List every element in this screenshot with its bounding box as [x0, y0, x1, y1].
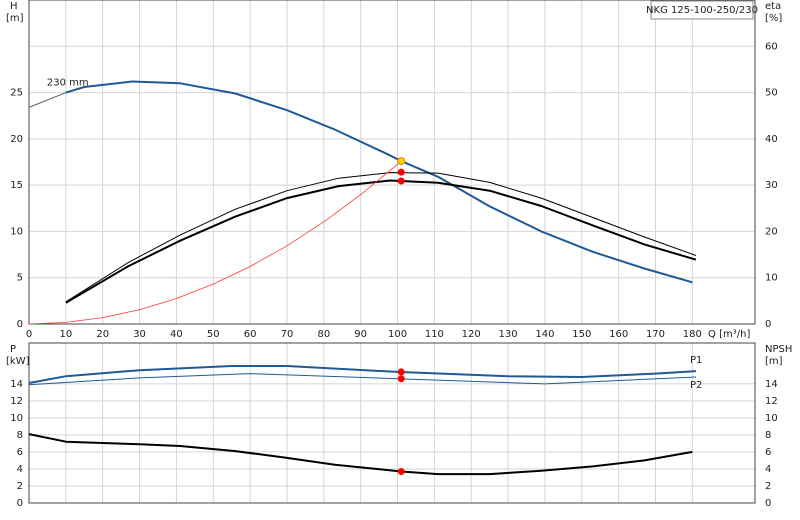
curve — [65, 172, 697, 303]
x-axis-label: Q [m³/h] — [708, 329, 750, 340]
y2-tick-label: 2 — [765, 481, 771, 492]
y2-tick-label: 10 — [765, 273, 778, 284]
x-tick-label: 0 — [26, 329, 32, 340]
y-axis-label: H — [10, 1, 18, 12]
y2-tick-label: 60 — [765, 41, 778, 52]
curve-label: P1 — [690, 355, 702, 366]
y-tick-label: 8 — [17, 430, 23, 441]
y-tick-label: 4 — [17, 464, 23, 475]
y2-tick-label: 14 — [765, 379, 778, 390]
operating-point — [397, 368, 405, 376]
y2-tick-label: 50 — [765, 88, 778, 99]
plot-frame — [28, 342, 756, 504]
curve — [65, 80, 693, 284]
x-tick-label: 20 — [96, 329, 109, 340]
y-tick-label: 20 — [10, 134, 23, 145]
x-tick-label: 80 — [317, 329, 330, 340]
x-tick-label: 130 — [499, 329, 518, 340]
x-tick-label: 100 — [388, 329, 407, 340]
y2-axis-unit: [%] — [765, 13, 782, 24]
y-tick-label: 0 — [17, 319, 23, 330]
y2-tick-label: 10 — [765, 413, 778, 424]
y2-tick-label: 12 — [765, 396, 778, 407]
y2-tick-label: 4 — [765, 464, 771, 475]
operating-point — [397, 168, 405, 176]
x-tick-label: 110 — [425, 329, 444, 340]
curve — [28, 160, 402, 325]
curve — [28, 373, 697, 386]
x-tick-label: 150 — [572, 329, 591, 340]
x-tick-label: 140 — [535, 329, 554, 340]
y-tick-label: 10 — [10, 413, 23, 424]
y-tick-label: 0 — [17, 498, 23, 509]
x-tick-label: 90 — [354, 329, 367, 340]
curve — [28, 433, 693, 476]
x-tick-label: 70 — [281, 329, 294, 340]
y-tick-label: 6 — [17, 447, 23, 458]
curve — [28, 365, 697, 384]
operating-point — [397, 468, 405, 476]
y2-tick-label: 6 — [765, 447, 771, 458]
y-tick-label: 12 — [10, 396, 23, 407]
x-tick-label: 50 — [207, 329, 220, 340]
y2-axis-label: NPSH — [765, 344, 792, 355]
curve-label: P2 — [690, 380, 702, 391]
y-tick-label: 10 — [10, 226, 23, 237]
y2-tick-label: 8 — [765, 430, 771, 441]
y-tick-label: 15 — [10, 180, 23, 191]
curve — [28, 92, 67, 108]
y-tick-label: 2 — [17, 481, 23, 492]
chart-title: NKG 125-100-250/230 — [646, 5, 758, 16]
y2-axis-unit: [m] — [765, 356, 783, 367]
y-tick-label: 5 — [17, 273, 23, 284]
x-tick-label: 120 — [462, 329, 481, 340]
plot-frame — [28, 0, 756, 325]
y2-tick-label: 0 — [765, 498, 771, 509]
y2-axis-label: eta — [765, 1, 781, 12]
operating-point — [397, 375, 405, 383]
curve — [65, 179, 697, 304]
y-axis-label: P — [10, 344, 16, 355]
y2-tick-label: 0 — [765, 319, 771, 330]
y2-tick-label: 20 — [765, 226, 778, 237]
y2-tick-label: 40 — [765, 134, 778, 145]
y-axis-unit: [m] — [6, 13, 24, 24]
title-box — [650, 0, 754, 20]
x-tick-label: 60 — [244, 329, 257, 340]
y-tick-label: 14 — [10, 379, 23, 390]
x-tick-label: 40 — [170, 329, 183, 340]
x-tick-label: 160 — [609, 329, 628, 340]
x-tick-label: 10 — [59, 329, 72, 340]
x-tick-label: 180 — [683, 329, 702, 340]
operating-point — [397, 177, 405, 185]
x-tick-label: 30 — [133, 329, 146, 340]
curve-label: 230 mm — [47, 78, 89, 89]
operating-point — [397, 157, 406, 166]
y-axis-unit: [kW] — [6, 356, 30, 367]
y-tick-label: 25 — [10, 88, 23, 99]
y2-tick-label: 30 — [765, 180, 778, 191]
x-tick-label: 170 — [646, 329, 665, 340]
